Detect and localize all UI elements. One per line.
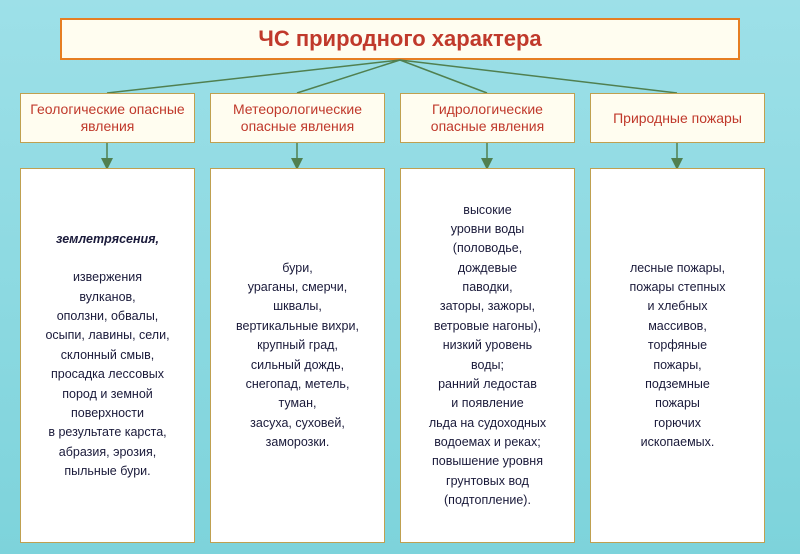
content-body: бури, ураганы, смерчи, шквалы, вертикаль… (236, 261, 359, 449)
content-box-0: землетрясения, извержения вулканов, опол… (20, 168, 195, 543)
category-box-2: Гидрологические опасные явления (400, 93, 575, 143)
content-box-1: бури, ураганы, смерчи, шквалы, вертикаль… (210, 168, 385, 543)
page-title: ЧС природного характера (258, 26, 541, 52)
content-text: лесные пожары, пожары степных и хлебных … (630, 259, 726, 453)
category-box-1: Метеорологические опасные явления (210, 93, 385, 143)
content-lead: землетрясения, (56, 232, 159, 246)
content-text: землетрясения, извержения вулканов, опол… (45, 230, 169, 482)
title-box: ЧС природного характера (60, 18, 740, 60)
category-label: Геологические опасные явления (23, 101, 192, 135)
content-box-2: высокие уровни воды (половодье, дождевые… (400, 168, 575, 543)
content-box-3: лесные пожары, пожары степных и хлебных … (590, 168, 765, 543)
category-label: Метеорологические опасные явления (213, 101, 382, 135)
category-label: Гидрологические опасные явления (403, 101, 572, 135)
category-box-0: Геологические опасные явления (20, 93, 195, 143)
content-body: извержения вулканов, оползни, обвалы, ос… (45, 270, 169, 478)
content-text: высокие уровни воды (половодье, дождевые… (429, 201, 546, 511)
category-box-3: Природные пожары (590, 93, 765, 143)
category-label: Природные пожары (613, 110, 742, 127)
content-text: бури, ураганы, смерчи, шквалы, вертикаль… (236, 259, 359, 453)
content-body: лесные пожары, пожары степных и хлебных … (630, 261, 726, 449)
content-body: высокие уровни воды (половодье, дождевые… (429, 203, 546, 508)
